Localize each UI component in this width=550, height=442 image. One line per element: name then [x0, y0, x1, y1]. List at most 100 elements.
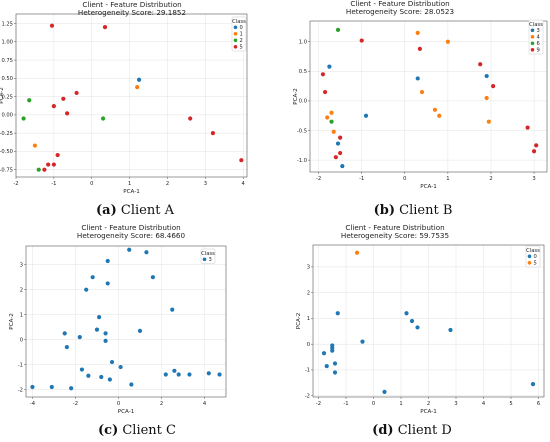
data-point-class-3: [335, 141, 341, 146]
data-point-class-0: [324, 363, 329, 369]
chart-panel-2: -4 -2 0 2 4 -2 -1 0 1 2 3 Client - Feature Distribu…: [9, 223, 227, 438]
legend-label: 3: [209, 257, 212, 263]
data-point-class-5: [102, 25, 108, 30]
data-point-class-3: [327, 64, 332, 69]
chart-subtitle: Heterogeneity Score: 29.1852: [78, 8, 186, 17]
data-point-class-3: [103, 331, 108, 336]
data-point-class-0: [321, 351, 327, 356]
data-point-class-3: [103, 338, 108, 343]
data-point-class-3: [206, 371, 211, 376]
data-point-class-2: [27, 98, 32, 103]
data-point-class-5: [61, 96, 66, 101]
panel-caption: (d) Client D: [372, 423, 452, 438]
y-axis-label: PCA-2: [9, 313, 15, 330]
y-axis-label: PCA-2: [0, 87, 5, 104]
legend-title: Class: [526, 248, 540, 254]
data-point-class-0: [409, 318, 415, 324]
legend-marker: [530, 35, 535, 39]
data-point-class-3: [415, 76, 420, 81]
data-point-class-9: [338, 135, 343, 140]
plot-frame: [309, 20, 548, 173]
y-tick-label: -1: [18, 362, 23, 368]
data-point-class-3: [217, 372, 222, 377]
y-tick-label: 0.00: [1, 113, 13, 119]
y-tick-label: 0.25: [1, 94, 13, 100]
caption-text: Client C: [118, 423, 176, 438]
x-tick-label: -2: [13, 181, 18, 187]
data-point-class-2: [36, 167, 41, 172]
data-point-class-0: [404, 311, 409, 316]
y-tick-label: 1.0: [299, 40, 307, 46]
y-tick-label: 1: [20, 312, 23, 318]
x-axis-label: PCA-1: [118, 409, 135, 415]
data-point-class-0: [136, 77, 142, 82]
panel-caption: (b) Client B: [374, 203, 453, 218]
x-tick-label: 0: [90, 181, 93, 187]
legend-marker: [530, 28, 535, 33]
data-point-class-3: [62, 331, 67, 336]
data-point-class-5: [55, 152, 60, 158]
data-point-class-9: [534, 143, 539, 148]
legend-title: Class: [201, 251, 215, 257]
y-tick-label: -0.75: [0, 167, 13, 173]
legend-marker: [233, 45, 238, 49]
data-point-class-4: [325, 115, 330, 120]
data-point-class-4: [331, 129, 336, 134]
data-point-class-9: [333, 155, 338, 160]
data-point-class-9: [525, 125, 530, 130]
legend-marker: [233, 32, 238, 36]
data-point-class-1: [32, 143, 38, 148]
chart-title: Client - Feature Distribution: [82, 0, 181, 9]
data-point-class-3: [144, 250, 149, 255]
legend-label: 9: [537, 48, 540, 54]
x-tick-label: 1: [128, 181, 131, 187]
data-point-class-5: [51, 103, 56, 109]
y-tick-label: -0.50: [0, 149, 13, 155]
data-point-class-3: [363, 113, 369, 118]
data-point-class-9: [478, 62, 483, 67]
chart-panel-0: -2 -1 0 1 2 3 4-0.75-0.50-0.250.000.250.500.75…: [0, 0, 248, 218]
data-point-class-4: [329, 110, 334, 115]
data-point-class-5: [65, 111, 70, 116]
legend-label: 5: [240, 45, 243, 51]
y-tick-label: 0: [20, 337, 23, 343]
data-point-class-4: [437, 113, 442, 118]
x-tick-label: 6: [537, 401, 540, 407]
data-point-class-4: [432, 107, 438, 112]
data-point-class-3: [69, 386, 74, 391]
y-tick-label: -1.0: [297, 158, 307, 164]
data-point-class-3: [64, 344, 69, 350]
data-point-class-2: [21, 116, 26, 121]
x-tick-label: 0: [403, 176, 406, 182]
legend-marker: [202, 257, 207, 262]
y-tick-label: 3: [307, 265, 310, 271]
chart-subtitle: Heterogeneity Score: 68.4660: [77, 231, 186, 240]
data-point-class-3: [84, 287, 89, 292]
data-point-class-3: [163, 372, 168, 377]
x-tick-label: 3: [454, 401, 457, 407]
data-point-class-3: [137, 328, 143, 333]
data-point-class-0: [335, 311, 340, 316]
data-point-class-6: [329, 119, 334, 124]
data-point-class-3: [484, 73, 489, 79]
legend-marker: [233, 38, 238, 43]
data-point-class-3: [118, 364, 123, 370]
legend-title: Class: [529, 22, 543, 28]
data-point-class-4: [486, 119, 491, 124]
data-point-class-9: [322, 89, 328, 95]
data-point-class-3: [129, 382, 134, 387]
data-point-class-5: [354, 250, 360, 255]
caption-letter: (d): [372, 423, 393, 438]
x-tick-label: 4: [482, 401, 486, 407]
data-point-class-0: [415, 325, 420, 330]
data-point-class-3: [77, 334, 82, 340]
y-tick-label: 1: [307, 316, 310, 322]
y-tick-label: 0.50: [1, 76, 13, 82]
data-point-class-4: [419, 89, 425, 95]
data-point-class-0: [332, 370, 338, 375]
plot-frame: [25, 245, 227, 398]
x-tick-label: 0: [117, 401, 120, 407]
caption-letter: (a): [96, 203, 117, 218]
y-tick-label: -1: [305, 368, 310, 374]
data-point-class-5: [239, 158, 244, 163]
